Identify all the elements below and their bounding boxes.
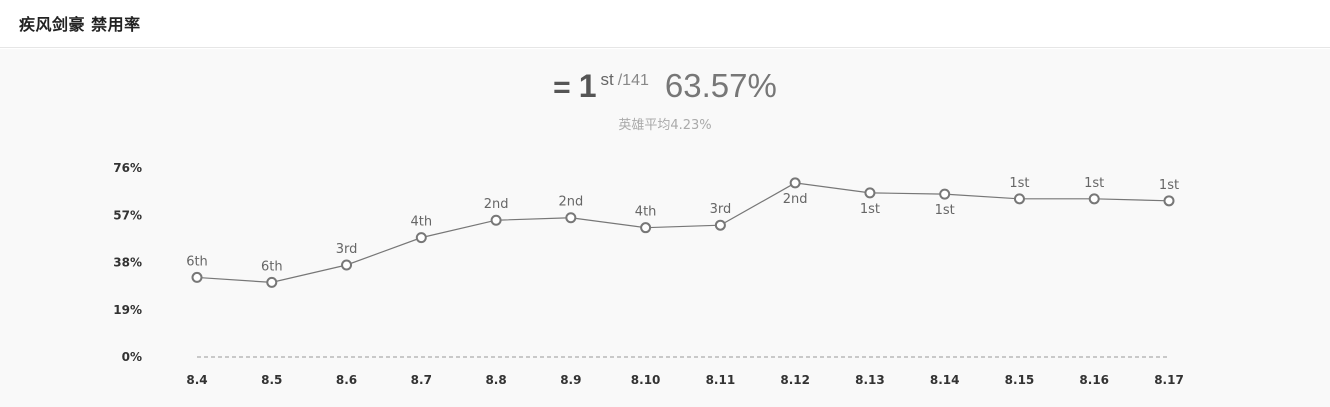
- rank-number: 1: [578, 68, 597, 104]
- data-point: [341, 259, 353, 271]
- ban-rate-line-chart: 0% 19% 38% 57% 76% 8.4 8.5 8.6 8.7 8.8 8.9 8.10 8.11…: [113, 161, 1184, 387]
- hero-average: 英雄平均4.23%: [618, 118, 712, 133]
- rank-label: 4th: [635, 205, 657, 220]
- data-point: [1163, 195, 1175, 207]
- rank-label: 1st: [860, 202, 880, 217]
- y-tick-label: 57%: [113, 208, 142, 222]
- y-tick-label: 38%: [113, 256, 142, 270]
- y-tick-label: 76%: [113, 161, 142, 175]
- rank-label: 3rd: [336, 242, 358, 257]
- data-point: [1013, 193, 1025, 205]
- rank-line: = 1 st /141 63.57%: [553, 67, 777, 105]
- rank-label: 1st: [935, 203, 955, 218]
- x-tick-label: 8.17: [1154, 373, 1184, 387]
- series-line: [196, 182, 1170, 283]
- rank-label: 4th: [411, 215, 433, 230]
- x-tick-label: 8.4: [186, 373, 207, 387]
- rank-label: 2nd: [558, 195, 583, 210]
- x-tick-label: 8.14: [930, 373, 960, 387]
- rank-total: /141: [617, 72, 649, 89]
- x-tick-label: 8.10: [631, 373, 661, 387]
- data-point: [789, 177, 801, 189]
- rank-label: 2nd: [484, 197, 509, 212]
- y-tick-label: 0%: [122, 350, 142, 364]
- data-point: [266, 276, 278, 288]
- x-tick-label: 8.15: [1005, 373, 1035, 387]
- data-point: [415, 232, 427, 244]
- rank-summary: = 1 st /141 63.57% 英雄平均4.23%: [0, 67, 1330, 133]
- x-tick-label: 8.5: [261, 373, 282, 387]
- rank-label: 1st: [1084, 176, 1104, 191]
- equals-icon: =: [553, 71, 571, 104]
- rank-label: 6th: [186, 254, 208, 269]
- rank-label: 6th: [261, 259, 283, 274]
- data-point: [714, 219, 726, 231]
- ban-rate-value: 63.57%: [664, 67, 777, 104]
- rank-label: 3rd: [710, 202, 732, 217]
- rank-label: 1st: [1009, 176, 1029, 191]
- rank-suffix: st: [600, 70, 614, 89]
- x-tick-label: 8.7: [411, 373, 432, 387]
- x-tick-label: 8.12: [780, 373, 810, 387]
- data-point: [640, 222, 652, 234]
- x-tick-label: 8.6: [336, 373, 357, 387]
- data-point: [191, 271, 203, 283]
- x-tick-label: 8.9: [560, 373, 581, 387]
- data-point: [939, 188, 951, 200]
- y-tick-label: 19%: [113, 303, 142, 317]
- rank-label: 1st: [1159, 178, 1179, 193]
- x-tick-label: 8.13: [855, 373, 885, 387]
- page-title: 疾风剑豪 禁用率: [19, 15, 141, 34]
- data-point: [565, 212, 577, 224]
- x-tick-label: 8.11: [706, 373, 736, 387]
- ban-rate-panel: = 1 st /141 63.57% 英雄平均4.23% 0% 19% 38% 57%…: [0, 49, 1330, 407]
- rank-label: 2nd: [783, 192, 808, 207]
- data-point: [1088, 193, 1100, 205]
- data-point: [490, 214, 502, 226]
- page-header: 疾风剑豪 禁用率: [0, 0, 1330, 48]
- data-point: [864, 187, 876, 199]
- x-tick-label: 8.16: [1079, 373, 1109, 387]
- x-tick-label: 8.8: [485, 373, 506, 387]
